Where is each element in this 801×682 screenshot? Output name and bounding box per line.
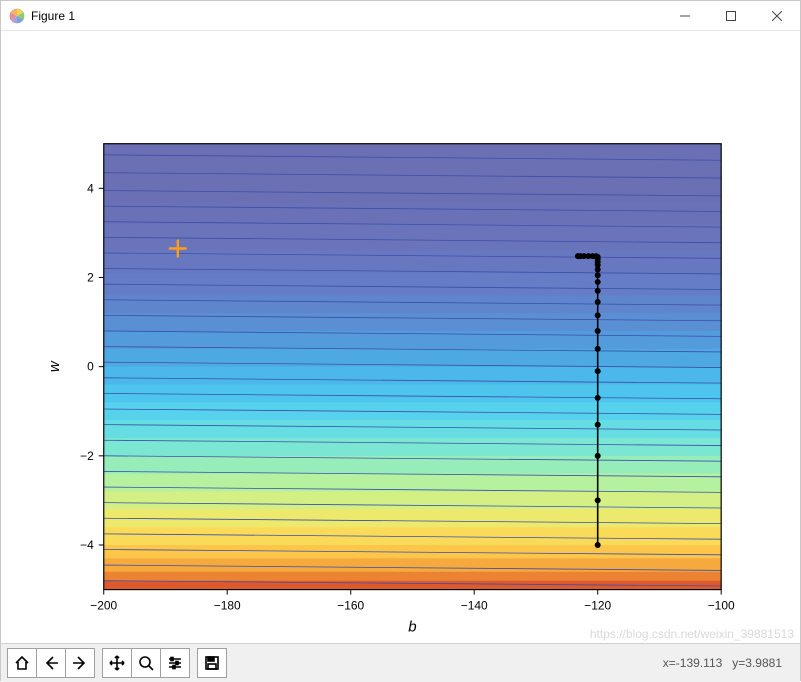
svg-text:4: 4 — [87, 181, 94, 195]
svg-text:−120: −120 — [584, 599, 611, 613]
svg-text:−4: −4 — [80, 538, 94, 552]
zoom-button[interactable] — [131, 648, 161, 678]
app-icon — [9, 8, 25, 24]
home-button[interactable] — [7, 648, 37, 678]
plot-area[interactable]: −200−180−160−140−120−100−4−2024bw https:… — [1, 31, 800, 643]
svg-text:b: b — [408, 618, 416, 635]
svg-text:−200: −200 — [90, 599, 117, 613]
close-button[interactable] — [754, 1, 800, 31]
back-button[interactable] — [36, 648, 66, 678]
svg-text:−140: −140 — [461, 599, 488, 613]
svg-text:−100: −100 — [708, 599, 735, 613]
configure-button[interactable] — [160, 648, 190, 678]
svg-text:−160: −160 — [337, 599, 364, 613]
svg-text:−2: −2 — [80, 449, 94, 463]
toolbar: x=-139.113 y=3.9881 — [1, 643, 800, 682]
maximize-button[interactable] — [708, 1, 754, 31]
coord-status: x=-139.113 y=3.9881 — [663, 656, 794, 670]
plot-svg: −200 −180 −160 −140 −120 −100 −4 −2 0 2 4 b w — [1, 31, 800, 641]
svg-text:0: 0 — [87, 360, 94, 374]
svg-text:2: 2 — [87, 270, 94, 284]
svg-text:−180: −180 — [214, 599, 241, 613]
save-button[interactable] — [197, 648, 227, 678]
pan-button[interactable] — [102, 648, 132, 678]
forward-button[interactable] — [65, 648, 95, 678]
minimize-button[interactable] — [662, 1, 708, 31]
svg-text:w: w — [46, 360, 63, 372]
window-title: Figure 1 — [31, 9, 75, 23]
titlebar: Figure 1 — [1, 1, 800, 31]
